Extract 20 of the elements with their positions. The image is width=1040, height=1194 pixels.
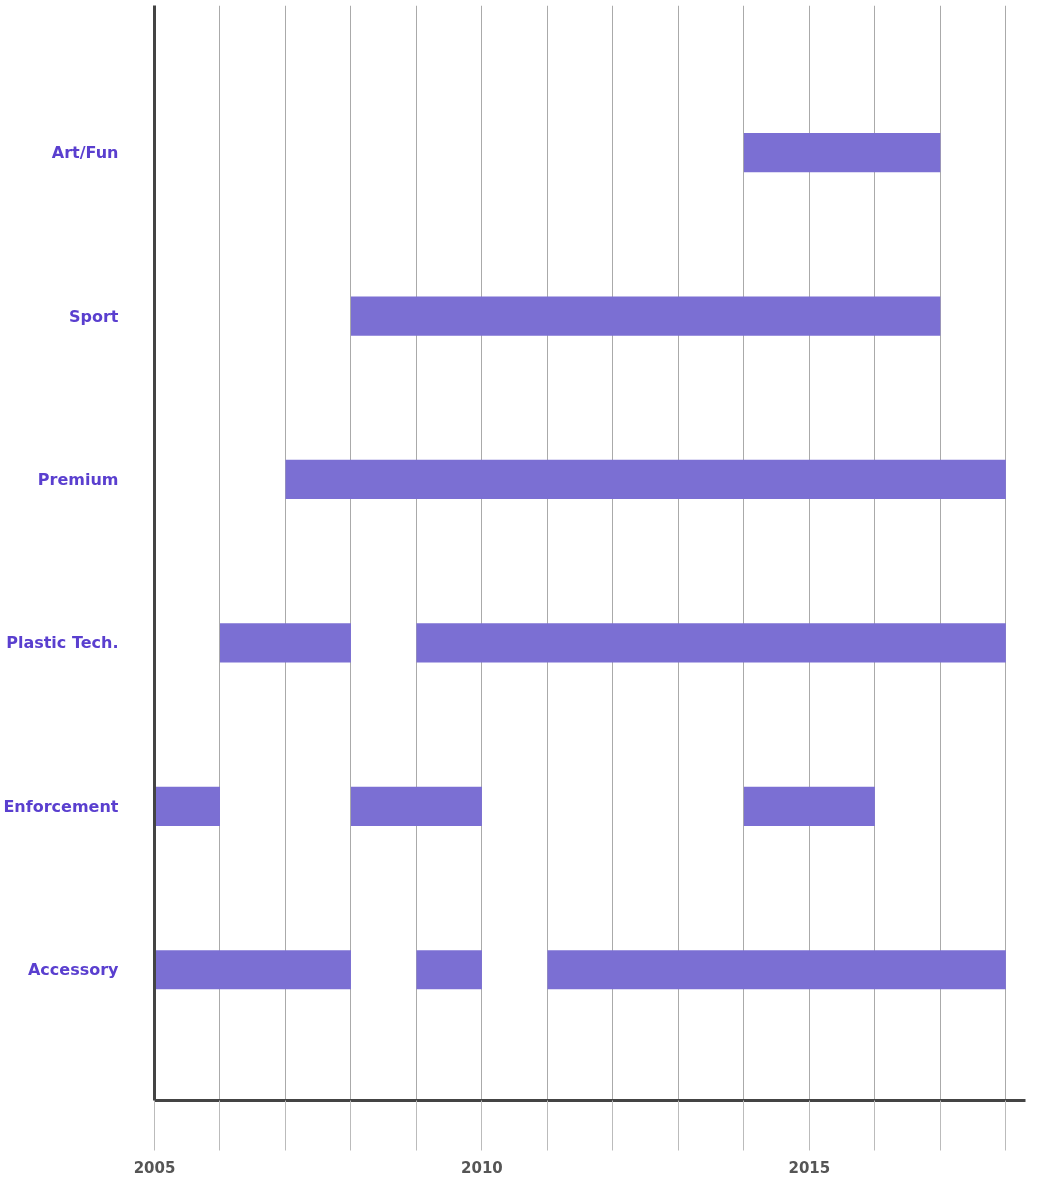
y-tick-label: Enforcement bbox=[3, 796, 119, 816]
bar bbox=[416, 950, 482, 990]
bar bbox=[154, 786, 220, 826]
bar bbox=[416, 623, 1006, 663]
bar bbox=[350, 786, 482, 826]
y-tick-label: Plastic Tech. bbox=[6, 633, 119, 653]
x-tick-label: 2010 bbox=[461, 1158, 503, 1177]
y-tick-label: Sport bbox=[68, 306, 119, 326]
bar bbox=[219, 623, 351, 663]
bar bbox=[154, 950, 351, 990]
x-tick-label: 2015 bbox=[788, 1158, 831, 1177]
bar bbox=[743, 786, 875, 826]
bar bbox=[285, 459, 1006, 500]
y-tick-label: Accessory bbox=[27, 960, 120, 980]
bar bbox=[547, 950, 1006, 990]
y-tick-label: Art/Fun bbox=[51, 143, 119, 163]
x-tick-label: 2005 bbox=[133, 1158, 176, 1177]
y-tick-label: Premium bbox=[37, 469, 119, 489]
bar bbox=[350, 296, 941, 336]
bar bbox=[743, 132, 941, 173]
